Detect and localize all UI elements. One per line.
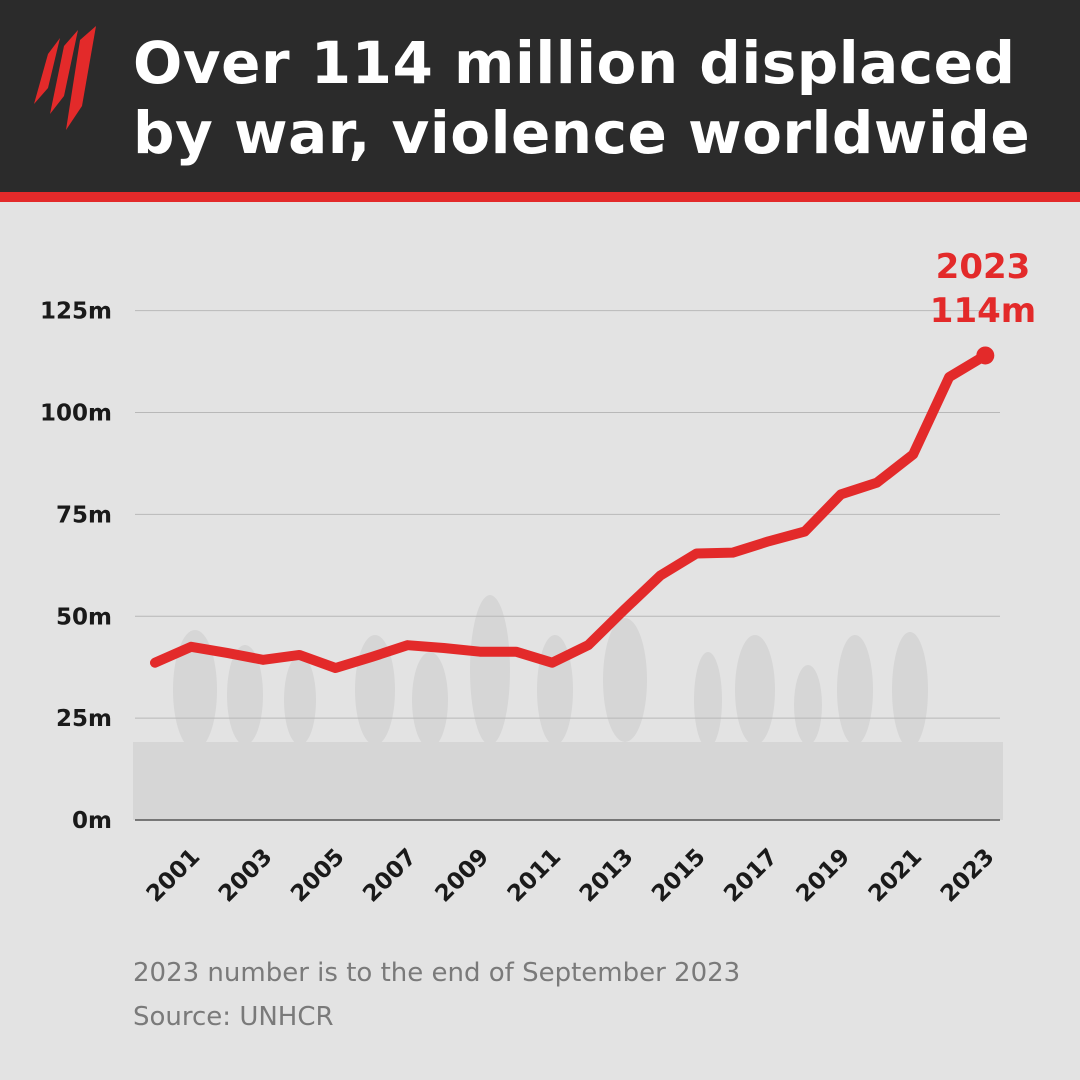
page-title: Over 114 million displaced by war, violen… (133, 28, 1030, 168)
x-tick-label: 2023 (936, 844, 1000, 908)
title-line-2: by war, violence worldwide (133, 99, 1031, 167)
y-tick-label: 50m (56, 604, 112, 630)
annotation-value: 114m (930, 291, 1036, 331)
x-tick-label: 2003 (214, 844, 278, 908)
header-accent-bar (0, 192, 1080, 202)
source: Source: UNHCR (133, 1002, 334, 1032)
y-tick-label: 125m (40, 299, 112, 325)
x-tick-label: 2007 (358, 844, 422, 908)
footnote: 2023 number is to the end of September 2… (133, 958, 741, 988)
sbs-logo-icon (34, 26, 96, 130)
annotation-year: 2023 (936, 247, 1031, 287)
y-tick-label: 100m (40, 401, 112, 427)
x-tick-label: 2011 (503, 844, 567, 908)
x-tick-label: 2013 (575, 844, 639, 908)
y-tick-label: 75m (56, 502, 112, 528)
x-tick-label: 2001 (142, 844, 206, 908)
background-silhouette (133, 595, 1003, 820)
x-tick-label: 2015 (647, 844, 711, 908)
x-tick-label: 2019 (791, 844, 855, 908)
x-tick-label: 2021 (864, 844, 928, 908)
y-tick-label: 25m (56, 706, 112, 732)
y-tick-label: 0m (72, 808, 112, 834)
x-tick-label: 2017 (719, 844, 783, 908)
series-line (150, 350, 991, 674)
header (0, 0, 1080, 192)
x-tick-label: 2005 (286, 844, 350, 908)
data-point-2023 (976, 346, 995, 365)
x-tick-label: 2009 (430, 844, 494, 908)
title-line-1: Over 114 million displaced (133, 29, 1016, 97)
